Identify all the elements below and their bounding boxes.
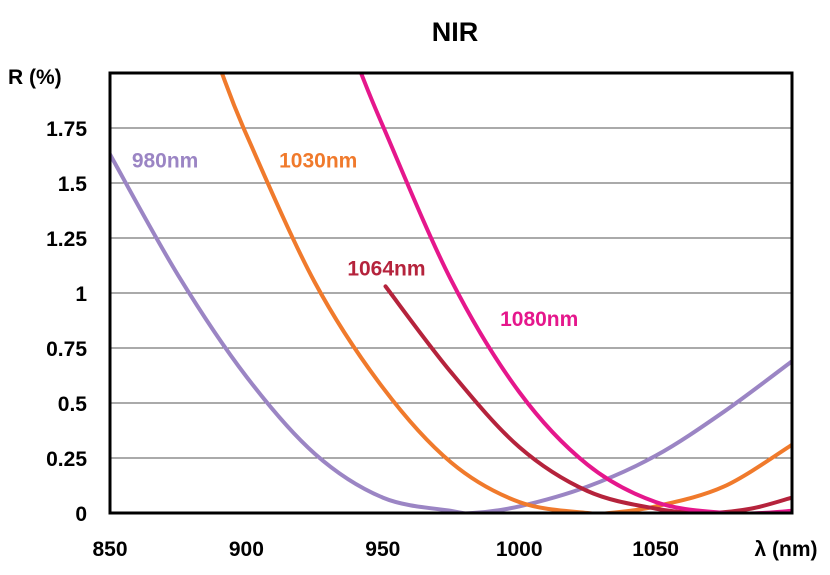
series-label-1080nm: 1080nm (500, 308, 578, 331)
series-labels: 980nm 1030nm 1064nm 1080nm (132, 150, 578, 331)
y-tick-label: 0.5 (58, 393, 88, 416)
series-label-980nm: 980nm (132, 150, 199, 173)
x-tick-label: 900 (229, 538, 264, 561)
grid-lines (110, 127, 792, 459)
y-tick-label: 0.75 (46, 338, 87, 361)
y-tick-label: 1.5 (58, 173, 88, 196)
y-axis-label: R (%) (8, 66, 62, 89)
series-label-1030nm: 1030nm (279, 150, 357, 173)
x-tick-label: 950 (365, 538, 400, 561)
series-line-1064nm (383, 284, 792, 513)
y-tick-label: 1 (75, 283, 87, 306)
y-tick-labels: 0 0.25 0.5 0.75 1 1.25 1.5 1.75 (46, 118, 87, 526)
plot-frame (108, 71, 794, 515)
series-line-1080nm (358, 73, 792, 513)
y-tick-label: 1.75 (46, 118, 87, 141)
x-axis-label: λ (nm) (755, 538, 818, 561)
plot-area (110, 73, 792, 513)
x-tick-labels: 850 900 950 1000 1050 (92, 538, 678, 561)
chart-title: NIR (432, 17, 479, 47)
y-tick-label: 0 (75, 503, 87, 526)
x-tick-label: 1000 (496, 538, 543, 561)
x-tick-label: 1050 (632, 538, 679, 561)
series-label-1064nm: 1064nm (347, 257, 425, 280)
series-line-980nm (110, 152, 792, 513)
x-tick-label: 850 (92, 538, 127, 561)
y-tick-label: 1.25 (46, 228, 87, 251)
y-tick-label: 0.25 (46, 448, 87, 471)
